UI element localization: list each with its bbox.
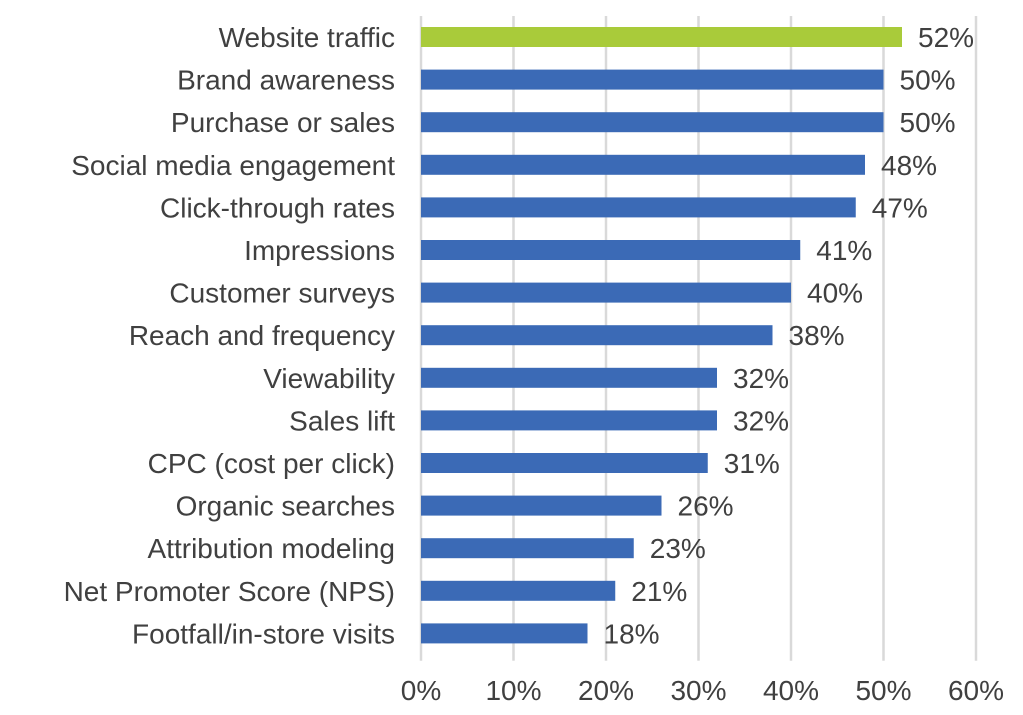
x-tick-label: 10% [485, 675, 541, 706]
bar [421, 495, 662, 516]
bar [421, 410, 717, 431]
bar [421, 580, 616, 601]
bar [421, 154, 865, 175]
bar [421, 112, 884, 133]
data-label: 41% [816, 235, 872, 266]
bar [421, 623, 588, 644]
category-label: Purchase or sales [171, 107, 395, 138]
category-label: Impressions [244, 235, 395, 266]
data-label: 52% [918, 22, 974, 53]
data-label: 32% [733, 405, 789, 436]
data-label: 26% [678, 491, 734, 522]
data-label: 40% [807, 278, 863, 309]
value-labels: 52%50%50%48%47%41%40%38%32%32%31%26%23%2… [604, 22, 975, 649]
bar [421, 27, 902, 47]
category-label: Footfall/in-store visits [132, 618, 395, 649]
x-tick-label: 50% [855, 675, 911, 706]
data-label: 31% [724, 448, 780, 479]
x-tick-label: 60% [948, 675, 1004, 706]
category-label: CPC (cost per click) [148, 448, 395, 479]
category-label: Brand awareness [177, 65, 395, 96]
x-tick-label: 40% [763, 675, 819, 706]
category-labels: Website traffic Brand awareness Purchase o… [64, 22, 396, 649]
category-label: Net Promoter Score (NPS) [64, 576, 395, 607]
category-label: Social media engagement [71, 150, 395, 181]
x-tick-label: 30% [670, 675, 726, 706]
data-label: 48% [881, 150, 937, 181]
category-label: Sales lift [289, 405, 395, 436]
x-tick-label: 0% [401, 675, 441, 706]
bar [421, 453, 708, 473]
data-label: 18% [604, 618, 660, 649]
category-label: Attribution modeling [148, 533, 395, 564]
category-label: Website traffic [219, 22, 395, 53]
data-label: 23% [650, 533, 706, 564]
bar [421, 367, 717, 388]
bars [421, 27, 902, 644]
data-label: 21% [631, 576, 687, 607]
category-label: Viewability [263, 363, 395, 394]
bar [421, 538, 634, 559]
data-label: 38% [789, 320, 845, 351]
category-label: Reach and frequency [129, 320, 395, 351]
data-label: 47% [872, 192, 928, 223]
category-label: Customer surveys [169, 278, 395, 309]
category-label: Click-through rates [160, 192, 395, 223]
data-label: 50% [900, 107, 956, 138]
data-label: 32% [733, 363, 789, 394]
bar [421, 325, 773, 346]
bar [421, 282, 791, 303]
data-label: 50% [900, 65, 956, 96]
x-axis-tick-labels: 0% 10% 20% 30% 40% 50% 60% [401, 675, 1004, 706]
bar [421, 69, 884, 90]
category-label: Organic searches [176, 491, 395, 522]
x-tick-label: 20% [578, 675, 634, 706]
bar [421, 197, 856, 218]
bar [421, 240, 801, 260]
